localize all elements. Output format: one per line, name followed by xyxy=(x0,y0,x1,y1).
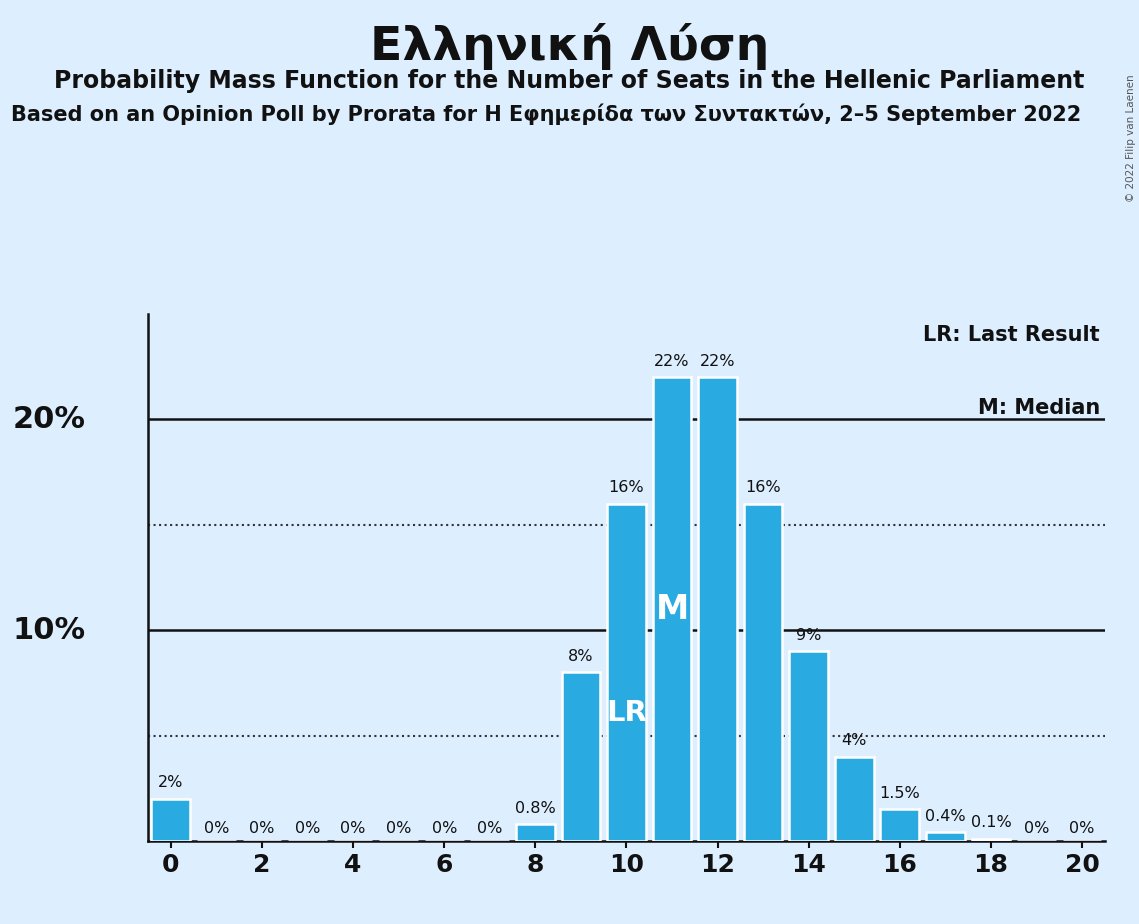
Text: 2%: 2% xyxy=(158,775,183,790)
Bar xyxy=(698,377,737,841)
Text: LR: Last Result: LR: Last Result xyxy=(924,324,1100,345)
Bar xyxy=(835,757,874,841)
Text: LR: LR xyxy=(606,699,647,727)
Bar xyxy=(972,839,1010,841)
Bar xyxy=(653,377,691,841)
Text: M: M xyxy=(655,592,689,626)
Text: 4%: 4% xyxy=(842,733,867,748)
Bar xyxy=(607,504,646,841)
Text: 0%: 0% xyxy=(249,821,274,835)
Text: 16%: 16% xyxy=(608,480,645,495)
Text: 10%: 10% xyxy=(13,615,85,645)
Text: 22%: 22% xyxy=(699,354,736,369)
Bar xyxy=(744,504,782,841)
Text: 22%: 22% xyxy=(654,354,690,369)
Text: 0%: 0% xyxy=(432,821,457,835)
Text: M: Median: M: Median xyxy=(977,398,1100,419)
Text: 20%: 20% xyxy=(13,405,85,434)
Bar xyxy=(516,824,555,841)
Text: 0.1%: 0.1% xyxy=(970,815,1011,831)
Bar xyxy=(789,651,828,841)
Text: 0%: 0% xyxy=(204,821,229,835)
Bar xyxy=(562,673,600,841)
Text: 0%: 0% xyxy=(477,821,502,835)
Text: 16%: 16% xyxy=(745,480,781,495)
Text: 1.5%: 1.5% xyxy=(879,785,920,801)
Bar xyxy=(151,798,190,841)
Text: 0%: 0% xyxy=(295,821,320,835)
Text: 0%: 0% xyxy=(1024,821,1049,835)
Text: 0.8%: 0.8% xyxy=(515,800,556,816)
Text: Probability Mass Function for the Number of Seats in the Hellenic Parliament: Probability Mass Function for the Number… xyxy=(55,69,1084,93)
Text: Ελληνική Λύση: Ελληνική Λύση xyxy=(370,23,769,70)
Text: 0%: 0% xyxy=(386,821,411,835)
Text: 0.4%: 0.4% xyxy=(925,809,966,824)
Text: 0%: 0% xyxy=(1070,821,1095,835)
Bar xyxy=(926,833,965,841)
Text: 0%: 0% xyxy=(341,821,366,835)
Text: 9%: 9% xyxy=(796,627,821,643)
Text: © 2022 Filip van Laenen: © 2022 Filip van Laenen xyxy=(1125,74,1136,201)
Text: Based on an Opinion Poll by Prorata for Η Εφημερίδα των Συντακτών, 2–5 September: Based on an Opinion Poll by Prorata for … xyxy=(11,103,1082,125)
Text: 8%: 8% xyxy=(568,649,593,663)
Bar xyxy=(880,809,919,841)
